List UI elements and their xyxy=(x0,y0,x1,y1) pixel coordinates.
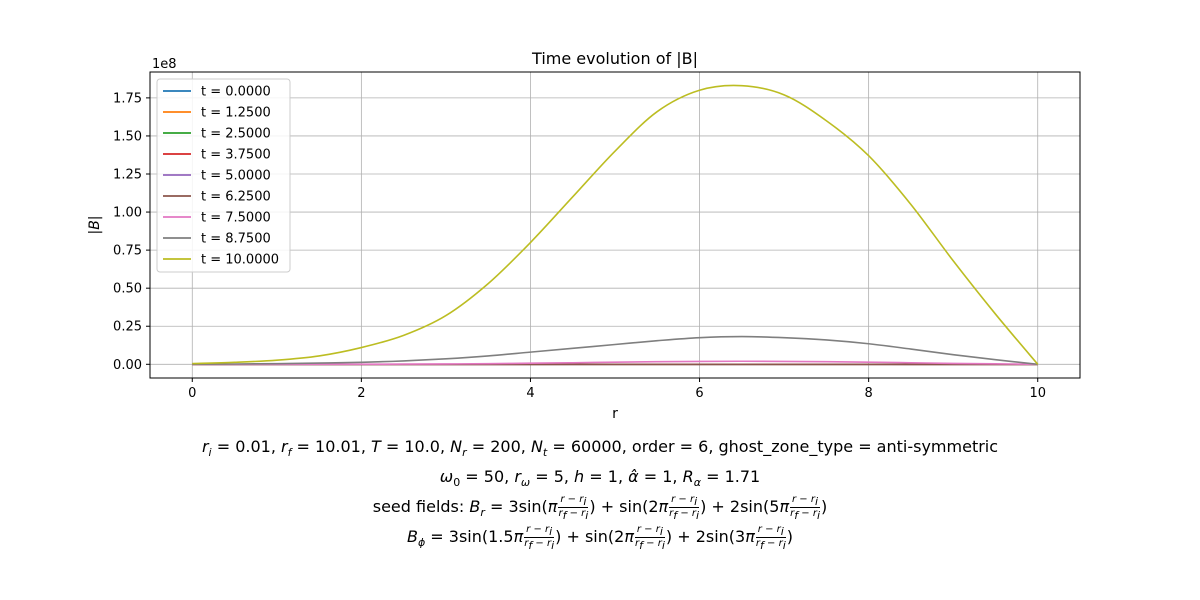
y-tick-label: 0.75 xyxy=(113,244,142,259)
legend-label: t = 1.2500 xyxy=(201,106,271,121)
caption-line-1: ri = 0.01, rf = 10.01, T = 10.0, Nr = 20… xyxy=(201,437,999,460)
caption-rf-value: = 10.01, xyxy=(291,437,371,456)
plot-frame xyxy=(149,71,1081,379)
chart-title: Time evolution of |B| xyxy=(531,49,698,68)
y-tick-label: 1.75 xyxy=(113,91,142,106)
x-tick-label: 0 xyxy=(188,386,196,401)
y-tick-label: 0.50 xyxy=(113,282,142,297)
y-axis-ticks: 0.00 0.25 0.50 0.75 1.00 1.25 1.50 1.75 xyxy=(113,91,150,373)
legend-label: t = 10.0000 xyxy=(201,253,279,268)
y-tick-label: 1.25 xyxy=(113,168,142,183)
y-offset-label: 1e8 xyxy=(152,57,177,72)
legend-label: t = 7.5000 xyxy=(201,211,271,226)
x-axis-ticks: 0 2 4 6 8 10 xyxy=(188,378,1046,401)
series-lines xyxy=(192,84,1039,366)
caption-T-value: = 10.0, xyxy=(380,437,451,456)
y-tick-label: 0.25 xyxy=(113,320,142,335)
legend: t = 0.0000 t = 1.2500 t = 2.5000 t = 3.7500… xyxy=(156,78,291,273)
y-axis-label: |B| xyxy=(87,215,103,234)
x-axis-label: r xyxy=(612,406,618,422)
chart-figure: Time evolution of |B| 1e8 0 2 4 6 8 10 0.000.… xyxy=(87,49,1081,422)
series-line-9 xyxy=(192,84,1039,365)
legend-label: t = 2.5000 xyxy=(201,127,271,142)
legend-label: t = 3.7500 xyxy=(201,148,271,163)
caption-line-4: Bϕ = 3sin(1.5π r − ri rf − ri) + sin(2π r −… xyxy=(406,524,794,552)
series-line-7 xyxy=(192,360,1038,366)
x-tick-label: 10 xyxy=(1029,386,1046,401)
legend-label: t = 0.0000 xyxy=(201,85,271,100)
caption-line-3: seed fields: Br = 3sin(π r − ri rf − ri) +… xyxy=(372,494,828,522)
grid-lines xyxy=(150,72,1080,378)
x-tick-label: 2 xyxy=(357,386,365,401)
caption-Nr-value: = 200, xyxy=(466,437,531,456)
legend-label: t = 6.2500 xyxy=(201,190,271,205)
x-tick-label: 8 xyxy=(864,386,872,401)
caption-line-2: ω0 = 50, rω = 5, h = 1, α̂ = 1, Rα = 1.7… xyxy=(439,467,761,490)
caption-seed-prefix: seed fields: xyxy=(372,497,470,516)
y-tick-label: 1.00 xyxy=(113,206,142,221)
y-tick-label: 0.00 xyxy=(113,358,142,373)
legend-label: t = 8.7500 xyxy=(201,232,271,247)
caption-Nt-value: = 60000, order = 6, ghost_zone_type = an… xyxy=(547,437,999,456)
figure-caption: ri = 0.01, rf = 10.01, T = 10.0, Nr = 20… xyxy=(0,432,1200,552)
legend-box xyxy=(156,78,291,273)
y-tick-label: 1.50 xyxy=(113,129,142,144)
series-line-8 xyxy=(192,335,1038,366)
legend-label: t = 5.0000 xyxy=(201,169,271,184)
caption-ri-value: = 0.01, xyxy=(211,437,281,456)
x-tick-label: 6 xyxy=(695,386,703,401)
x-tick-label: 4 xyxy=(526,386,534,401)
